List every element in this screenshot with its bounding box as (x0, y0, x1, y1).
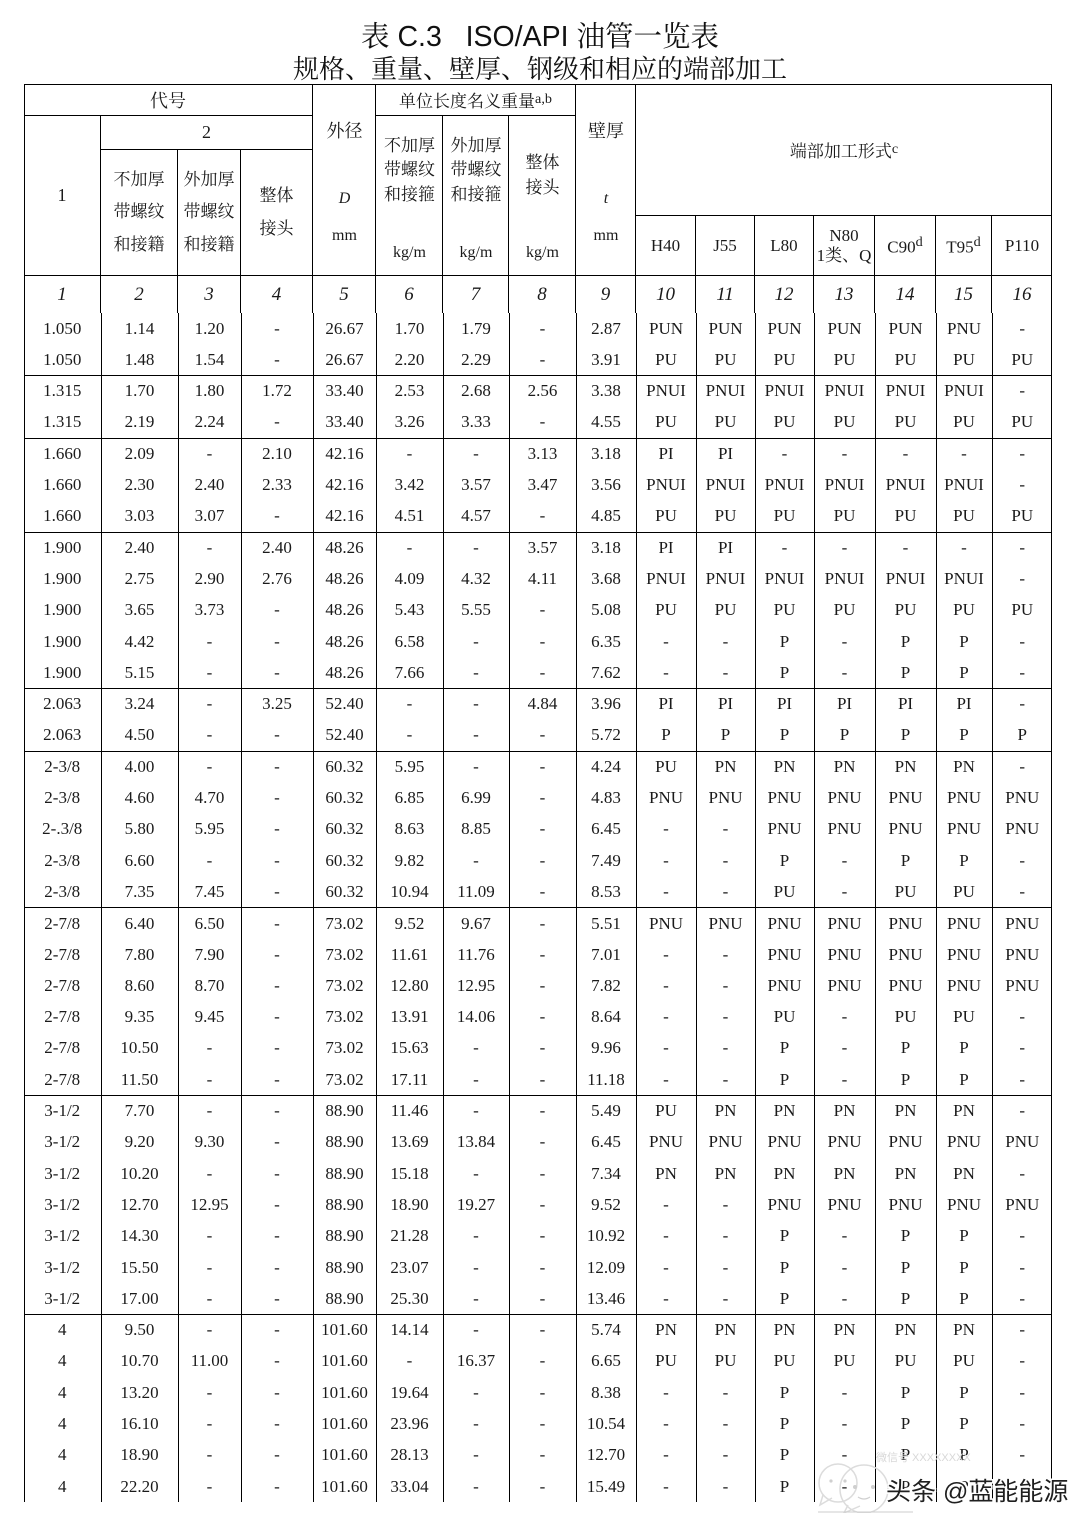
svg-text:微信号 XXXXXXXX: 微信号 XXXXXXXX (876, 1450, 971, 1464)
